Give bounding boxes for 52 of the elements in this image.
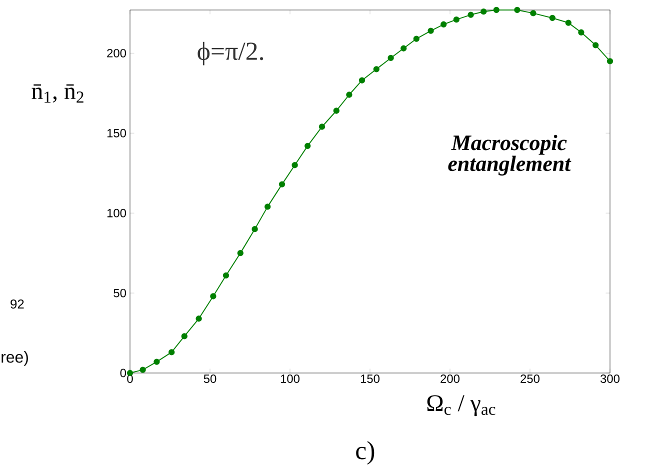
y-tick-label: 200	[107, 48, 126, 58]
point	[549, 14, 556, 22]
annotation: Macroscopic entanglement	[448, 134, 572, 176]
point	[428, 28, 434, 34]
x-tick-label: 300	[600, 374, 620, 383]
point	[278, 181, 286, 188]
point	[154, 358, 160, 365]
point	[333, 108, 340, 114]
point	[514, 6, 520, 14]
point	[606, 58, 614, 64]
y-tick-label: 0	[120, 368, 126, 378]
point	[578, 29, 584, 36]
x-axis-title: Ω$_{c}$ / γ$_{ac}$	[427, 395, 496, 416]
text: 92	[10, 299, 24, 309]
point	[440, 21, 447, 28]
y-axis-title: n̄$_{1}$, n̄$_{2}$	[32, 84, 84, 103]
point	[252, 226, 258, 232]
x-tick-label: 150	[360, 374, 380, 383]
y-tick-label: 150	[107, 128, 126, 138]
point	[592, 42, 599, 48]
point	[480, 8, 487, 15]
text: c)	[356, 441, 374, 465]
point	[530, 10, 536, 16]
y-tick-label: 100	[107, 208, 126, 218]
point	[181, 333, 188, 340]
point	[210, 293, 216, 300]
point	[304, 142, 311, 150]
point	[168, 349, 175, 356]
point	[196, 316, 202, 322]
point	[493, 6, 500, 14]
point	[413, 36, 420, 42]
x-tick-label: 100	[280, 374, 300, 383]
point	[264, 204, 271, 210]
point	[346, 92, 352, 98]
point	[222, 272, 230, 279]
point	[373, 66, 380, 72]
annotation: ϕ=π/2.	[198, 42, 264, 66]
x-tick-label: 250	[520, 374, 540, 383]
point	[318, 124, 326, 130]
point	[468, 12, 474, 18]
point	[400, 45, 407, 52]
y-tick-label: 50	[114, 288, 126, 298]
point	[565, 20, 572, 26]
x-tick-label: 50	[204, 374, 216, 383]
point	[237, 250, 244, 256]
point	[292, 162, 298, 168]
x-tick-label: 200	[440, 374, 460, 383]
point	[453, 16, 460, 23]
point	[140, 366, 146, 373]
point	[358, 77, 366, 84]
text: ree)	[2, 351, 28, 366]
point	[388, 54, 394, 62]
